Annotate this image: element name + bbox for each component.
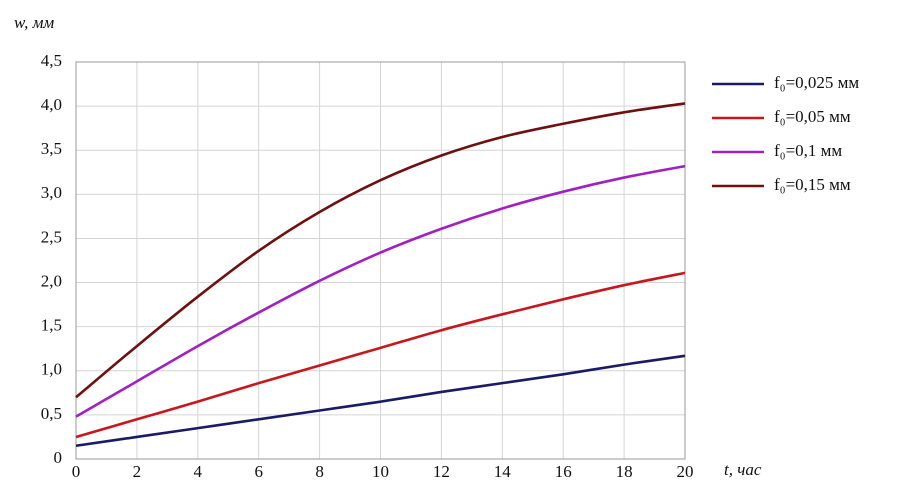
- y-tick-label: 3,0: [41, 183, 62, 202]
- x-tick-label: 16: [555, 462, 572, 481]
- x-axis-label: t, час: [724, 460, 762, 479]
- series-line: [75, 164, 686, 418]
- series-line: [75, 354, 686, 448]
- x-tick-label: 14: [494, 462, 512, 481]
- y-tick-label: 1,0: [41, 360, 62, 379]
- series-line: [75, 102, 686, 399]
- legend-label: f₀=0,15 мм: [774, 175, 851, 194]
- x-tick-label: 20: [677, 462, 694, 481]
- legend-label: f₀=0,025 мм: [774, 73, 859, 92]
- x-tick-label: 8: [315, 462, 324, 481]
- y-tick-label: 0,5: [41, 404, 62, 423]
- legend-label: f₀=0,05 мм: [774, 107, 851, 126]
- x-tick-label: 10: [372, 462, 389, 481]
- x-tick-label: 18: [616, 462, 633, 481]
- x-tick-label: 0: [72, 462, 81, 481]
- x-tick-label: 12: [433, 462, 450, 481]
- x-tick-label: 6: [254, 462, 263, 481]
- y-tick-label: 3,5: [41, 139, 62, 158]
- y-tick-label: 4,0: [41, 95, 62, 114]
- y-tick-label: 2,0: [41, 271, 62, 290]
- y-tick-label: 2,5: [41, 227, 62, 246]
- x-tick-label: 4: [194, 462, 203, 481]
- y-tick-label: 0: [54, 448, 63, 467]
- plot-frame: [75, 61, 686, 460]
- y-tick-label: 1,5: [41, 316, 62, 335]
- series-line: [75, 271, 686, 439]
- legend-label: f₀=0,1 мм: [774, 141, 842, 160]
- y-tick-label: 4,5: [41, 51, 62, 70]
- x-tick-label: 2: [133, 462, 142, 481]
- y-axis-label: w, мм: [14, 13, 54, 32]
